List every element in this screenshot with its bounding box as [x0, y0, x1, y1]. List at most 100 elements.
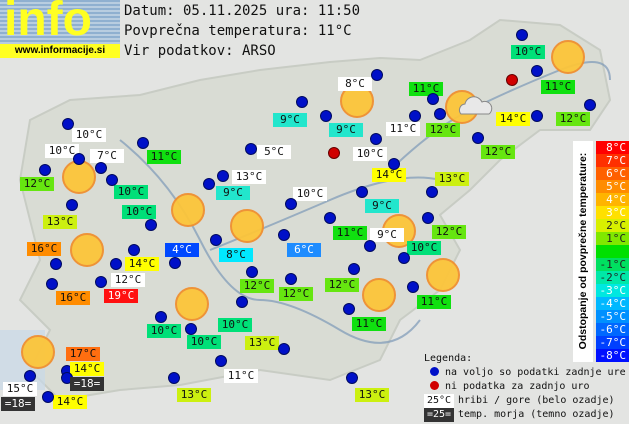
station-dot[interactable] [285, 198, 297, 210]
station-temperature-label: 13°C [355, 388, 389, 402]
station-temperature-label: 12°C [240, 279, 274, 293]
station-temperature-label: 8°C [219, 248, 253, 262]
station-dot[interactable] [426, 186, 438, 198]
station-temperature-label: 11°C [386, 122, 420, 136]
station-temperature-label: 10°C [293, 187, 327, 201]
station-dot[interactable] [39, 164, 51, 176]
station-dot[interactable] [128, 244, 140, 256]
station-dot[interactable] [324, 212, 336, 224]
station-dot[interactable] [95, 276, 107, 288]
scale-step: 1°C [596, 232, 629, 245]
scale-step: -4°C [596, 297, 629, 310]
station-dot[interactable] [95, 162, 107, 174]
station-temperature-label: 9°C [216, 186, 250, 200]
station-dot[interactable] [370, 133, 382, 145]
logo-url[interactable]: www.informacije.si [0, 44, 120, 58]
station-dot[interactable] [584, 99, 596, 111]
station-temperature-label: 10°C [72, 128, 106, 142]
station-temperature-label: 16°C [56, 291, 90, 305]
station-dot[interactable] [155, 311, 167, 323]
scale-step: -3°C [596, 284, 629, 297]
station-dot[interactable] [343, 303, 355, 315]
scale-step: 7°C [596, 154, 629, 167]
station-temperature-label: 11°C [417, 295, 451, 309]
scale-step: 2°C [596, 219, 629, 232]
deviation-scale: 8°C7°C6°C5°C4°C3°C2°C1°C-1°C-2°C-3°C-4°C… [596, 141, 629, 362]
station-temperature-label: 8°C [338, 77, 372, 91]
station-dot[interactable] [73, 153, 85, 165]
station-dot[interactable] [434, 108, 446, 120]
scale-step: -6°C [596, 323, 629, 336]
station-dot[interactable] [364, 240, 376, 252]
station-dot[interactable] [66, 199, 78, 211]
station-dot[interactable] [185, 323, 197, 335]
station-dot[interactable] [278, 229, 290, 241]
station-dot[interactable] [409, 110, 421, 122]
station-dot[interactable] [24, 370, 36, 382]
station-dot[interactable] [346, 372, 358, 384]
scale-step: 3°C [596, 206, 629, 219]
station-dot[interactable] [422, 212, 434, 224]
station-dot[interactable] [348, 263, 360, 275]
station-temperature-label: 9°C [329, 123, 363, 137]
logo-text: info [4, 0, 92, 42]
sun-icon [175, 287, 209, 321]
station-dot[interactable] [169, 257, 181, 269]
station-dot[interactable] [110, 258, 122, 270]
average-temperature: Povprečna temperatura: 11°C [124, 22, 352, 40]
station-dot[interactable] [285, 273, 297, 285]
legend-mountain-sample: 25°C [424, 394, 454, 408]
station-temperature-label: 4°C [165, 243, 199, 257]
station-temperature-label: 17°C [66, 347, 100, 361]
scale-step: 6°C [596, 167, 629, 180]
station-dot[interactable] [217, 170, 229, 182]
station-temperature-label: 10°C [511, 45, 545, 59]
station-no-data-dot[interactable] [506, 74, 518, 86]
blue-dot-icon [430, 367, 439, 376]
station-temperature-label: 10°C [407, 241, 441, 255]
station-dot[interactable] [145, 219, 157, 231]
date-line: Datum: 05.11.2025 ura: 11:50 [124, 2, 360, 20]
station-dot[interactable] [246, 266, 258, 278]
station-temperature-label: 12°C [279, 287, 313, 301]
station-temperature-label: 14°C [372, 168, 406, 182]
station-dot[interactable] [296, 96, 308, 108]
station-dot[interactable] [210, 234, 222, 246]
station-temperature-label: 13°C [435, 172, 469, 186]
station-temperature-label: 13°C [245, 336, 279, 350]
station-dot[interactable] [472, 132, 484, 144]
station-dot[interactable] [137, 137, 149, 149]
station-dot[interactable] [371, 69, 383, 81]
station-dot[interactable] [50, 258, 62, 270]
station-dot[interactable] [531, 65, 543, 77]
station-dot[interactable] [106, 174, 118, 186]
station-dot[interactable] [388, 158, 400, 170]
station-dot[interactable] [427, 93, 439, 105]
station-dot[interactable] [407, 281, 419, 293]
station-dot[interactable] [516, 29, 528, 41]
station-dot[interactable] [236, 296, 248, 308]
logo[interactable]: info www.informacije.si [0, 0, 120, 58]
station-dot[interactable] [215, 355, 227, 367]
station-dot[interactable] [245, 143, 257, 155]
scale-step: -1°C [596, 258, 629, 271]
station-dot[interactable] [356, 186, 368, 198]
station-dot[interactable] [46, 278, 58, 290]
station-dot[interactable] [203, 178, 215, 190]
station-dot[interactable] [62, 118, 74, 130]
station-dot[interactable] [42, 391, 54, 403]
station-no-data-dot[interactable] [328, 147, 340, 159]
station-dot[interactable] [168, 372, 180, 384]
sun-icon [70, 233, 104, 267]
station-temperature-label: 10°C [114, 185, 148, 199]
station-dot[interactable] [320, 110, 332, 122]
red-dot-icon [430, 381, 439, 390]
station-dot[interactable] [531, 110, 543, 122]
station-temperature-label: 7°C [90, 149, 124, 163]
station-dot[interactable] [398, 252, 410, 264]
station-dot[interactable] [278, 343, 290, 355]
station-temperature-label: 10°C [187, 335, 221, 349]
sea-temperature-label: =18= [70, 377, 104, 391]
station-temperature-label: 12°C [481, 145, 515, 159]
station-temperature-label: 13°C [232, 170, 266, 184]
